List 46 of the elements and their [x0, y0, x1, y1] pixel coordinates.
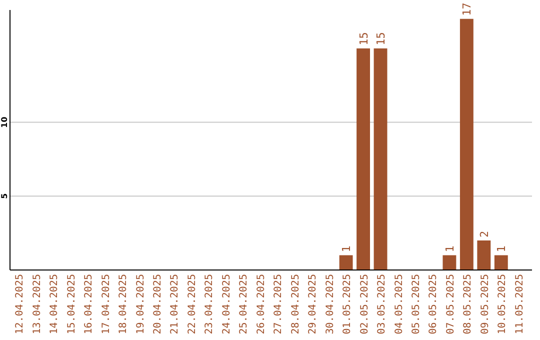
x-tick-label: 29.04.2025 — [308, 274, 319, 334]
y-tick-label: 5 — [0, 192, 9, 199]
x-tick-label: 04.05.2025 — [394, 274, 405, 334]
x-tick-label: 02.05.2025 — [359, 274, 370, 334]
x-tick-label: 22.04.2025 — [186, 274, 198, 334]
x-tick-label: 09.05.2025 — [480, 274, 491, 334]
x-tick-label: 24.04.2025 — [221, 274, 232, 334]
x-tick-label: 17.04.2025 — [100, 274, 112, 334]
x-tick-label: 11.05.2025 — [514, 274, 526, 334]
x-tick-label: 25.04.2025 — [238, 274, 250, 334]
x-tick-label: 21.04.2025 — [170, 274, 181, 334]
x-tick-label: 14.04.2025 — [49, 274, 60, 334]
data-label: 17 — [460, 2, 474, 16]
bar — [374, 48, 388, 270]
x-tick-label: 12.04.2025 — [14, 274, 26, 334]
bar — [477, 240, 491, 270]
x-tick-label: 26.04.2025 — [256, 274, 267, 334]
x-tick-label: 06.05.2025 — [428, 274, 440, 334]
bar — [442, 255, 456, 270]
data-label: 15 — [374, 32, 388, 46]
x-tick-label: 18.04.2025 — [118, 274, 130, 334]
x-tick-label: 13.04.2025 — [32, 274, 43, 334]
bar — [460, 18, 474, 270]
bar — [356, 48, 370, 270]
bar — [339, 255, 353, 270]
data-label: 1 — [495, 246, 508, 252]
bar — [494, 255, 508, 270]
y-tick-label: 10 — [0, 116, 9, 128]
x-tick-label: 05.05.2025 — [410, 274, 422, 334]
data-label: 1 — [340, 246, 354, 252]
x-tick-label: 07.05.2025 — [445, 274, 456, 334]
x-tick-label: 27.04.2025 — [273, 274, 284, 334]
x-tick-label: 28.04.2025 — [290, 274, 302, 334]
data-label: 1 — [443, 246, 456, 252]
x-tick-label: 10.05.2025 — [497, 274, 508, 334]
data-label: 2 — [478, 230, 491, 238]
x-tick-label: 08.05.2025 — [462, 274, 474, 334]
x-tick-label: 01.05.2025 — [342, 274, 354, 334]
x-tick-label: 15.04.2025 — [66, 274, 78, 334]
x-tick-label: 23.04.2025 — [204, 274, 216, 334]
x-tick-label: 20.04.2025 — [152, 274, 164, 334]
x-tick-label: 19.04.2025 — [135, 274, 146, 334]
x-tick-label: 03.05.2025 — [376, 274, 388, 334]
data-label: 15 — [357, 32, 370, 46]
x-tick-label: 30.04.2025 — [324, 274, 336, 334]
x-tick-label: 16.04.2025 — [84, 274, 95, 334]
